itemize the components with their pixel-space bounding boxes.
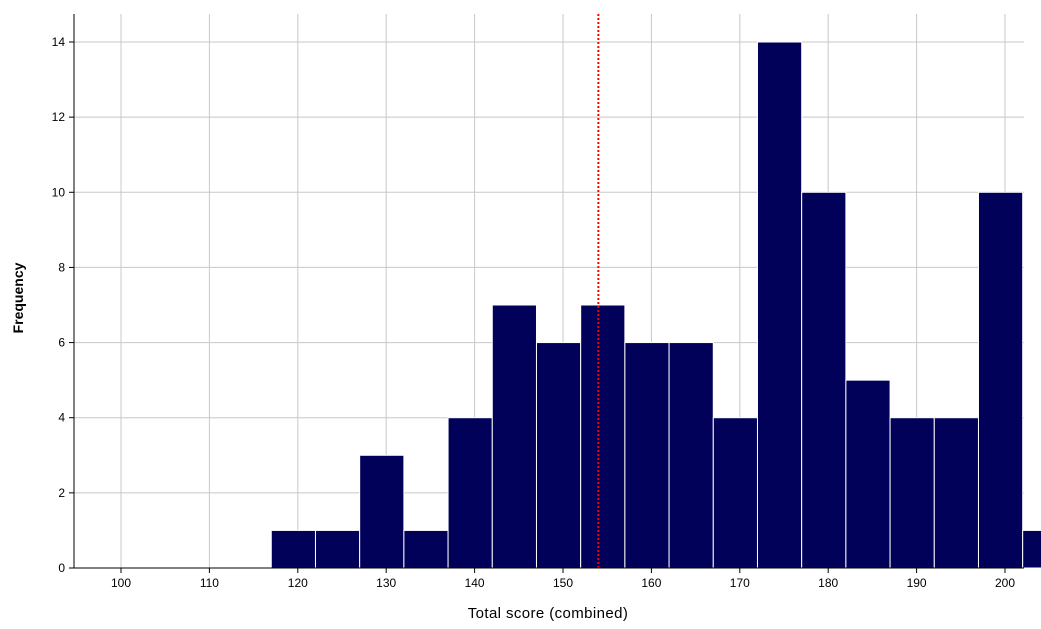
x-tick-label: 140 — [465, 576, 485, 590]
histogram-bar — [933, 417, 979, 569]
x-axis-title: Total score (combined) — [468, 605, 629, 622]
y-tick-label: 8 — [58, 260, 65, 274]
tick-label-layer: 0 2 4 6 8 10 12 14 100 110 120 130 140 150 160 170 180 19… — [52, 35, 1016, 590]
y-tick-label: 4 — [58, 411, 65, 425]
y-tick-label: 12 — [52, 110, 66, 124]
histogram-bar — [668, 342, 714, 569]
x-tick-label: 110 — [200, 576, 219, 590]
histogram-bar — [535, 342, 582, 569]
bar-layer — [270, 41, 1041, 569]
y-tick-label: 2 — [58, 486, 65, 500]
histogram-bar — [447, 417, 493, 569]
x-tick-label: 190 — [907, 576, 927, 590]
histogram-bar — [1022, 529, 1041, 569]
histogram-bar — [491, 304, 537, 569]
histogram-bar — [845, 379, 891, 569]
x-tick-label: 200 — [995, 576, 1015, 590]
y-tick-label: 14 — [52, 35, 66, 49]
y-tick-label: 0 — [58, 561, 65, 575]
x-tick-label: 180 — [818, 576, 838, 590]
histogram-bar — [801, 191, 847, 569]
x-tick-label: 100 — [111, 576, 131, 590]
x-tick-label: 150 — [553, 576, 573, 590]
histogram-bar — [712, 417, 758, 569]
x-tick-label: 130 — [376, 576, 396, 590]
histogram-bar — [359, 454, 405, 569]
histogram-bar — [756, 41, 803, 569]
axis-layer — [69, 14, 1024, 573]
histogram-bar — [889, 417, 935, 569]
histogram-bar — [624, 342, 670, 569]
histogram-bar — [403, 529, 449, 569]
histogram-bar — [977, 191, 1024, 569]
histogram-bar — [314, 529, 361, 569]
y-axis-title: Frequency — [10, 262, 26, 333]
x-tick-label: 120 — [288, 576, 308, 590]
histogram-bar — [580, 304, 626, 569]
y-tick-label: 10 — [52, 185, 66, 199]
y-tick-label: 6 — [58, 336, 65, 350]
x-tick-label: 170 — [730, 576, 750, 590]
histogram-bar — [270, 529, 316, 569]
x-tick-label: 160 — [641, 576, 661, 590]
